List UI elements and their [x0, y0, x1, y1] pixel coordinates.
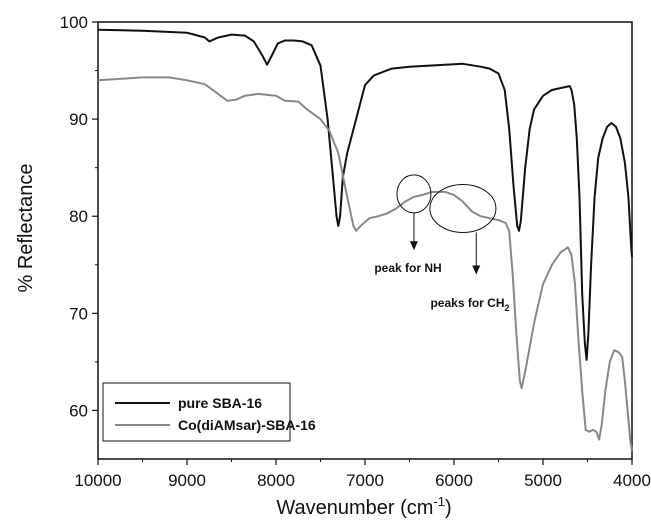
annotations: peak for NH peaks for CH2: [374, 174, 510, 313]
annotation-ch2-main: peaks for CH: [430, 296, 504, 310]
y-tick-label-60: 60: [69, 401, 88, 420]
x-tick-label-10000: 10000: [74, 471, 121, 490]
annotation-ch2-circle: [429, 183, 497, 233]
series-line-0: [97, 28, 633, 361]
legend-box: [102, 382, 291, 442]
annotation-ch2-label: peaks for CH2: [430, 296, 509, 313]
series-line-1: [97, 76, 633, 452]
plot-area: 60 70 80 90 100 10000 9000 8000 7000 6000 5000 4000: [60, 13, 651, 490]
x-tick-label-5000: 5000: [524, 471, 562, 490]
y-tick-label-90: 90: [69, 110, 88, 129]
x-tick-label-8000: 8000: [257, 471, 295, 490]
y-axis-title-group: % Reflectance: [15, 164, 37, 293]
x-tick-label-6000: 6000: [435, 471, 473, 490]
y-tick-label-80: 80: [69, 207, 88, 226]
x-axis-title-sup: -1: [433, 494, 445, 509]
annotation-ch2-arrowhead: [472, 265, 481, 275]
y-axis-title: % Reflectance: [15, 164, 37, 293]
x-tick-label-7000: 7000: [346, 471, 384, 490]
x-axis-title: Wavenumber (cm-1): [276, 494, 451, 519]
x-tick-label-4000: 4000: [613, 471, 651, 490]
x-tick-label-9000: 9000: [168, 471, 206, 490]
legend: pure SBA-16 Co(diAMsar)-SBA-16: [102, 382, 316, 442]
y-tick-label-100: 100: [60, 13, 88, 32]
annotation-nh-label: peak for NH: [374, 261, 441, 275]
legend-label-co-diamsar: Co(diAMsar)-SBA-16: [178, 417, 316, 433]
y-tick-label-70: 70: [69, 304, 88, 323]
annotation-nh-arrowhead: [409, 241, 418, 251]
annotation-ch2-sub: 2: [505, 303, 510, 313]
legend-label-pure-sba16: pure SBA-16: [178, 395, 262, 411]
x-axis-title-close: ): [445, 497, 452, 519]
x-axis-title-main: Wavenumber (cm: [276, 497, 433, 519]
